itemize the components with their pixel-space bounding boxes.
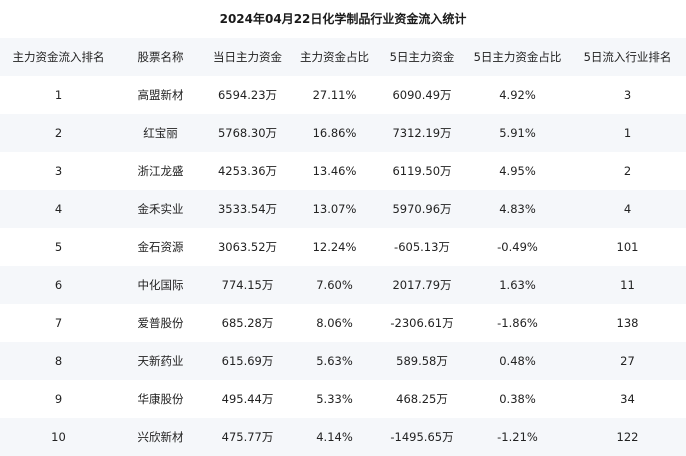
table-header: 主力资金流入排名 股票名称 当日主力资金 主力资金占比 5日主力资金 5日主力资… — [0, 38, 686, 76]
table-row: 4 金禾实业 3533.54万 13.07% 5970.96万 4.83% 4 — [0, 190, 686, 228]
cell-5day-fund-ratio: 0.38% — [499, 392, 536, 406]
cell-stock-name: 浙江龙盛 — [137, 164, 184, 178]
table-row: 1 高盟新材 6594.23万 27.11% 6090.49万 4.92% 3 — [0, 76, 686, 114]
header-5day-fund-ratio: 5日主力资金占比 — [473, 50, 562, 64]
cell-stock-name: 天新药业 — [137, 354, 184, 368]
cell-main-fund-ratio: 16.86% — [312, 126, 357, 140]
cell-daily-main-fund: 5768.30万 — [217, 126, 278, 140]
cell-stock-name: 爱普股份 — [137, 316, 184, 330]
cell-5day-fund-ratio: -1.86% — [497, 316, 538, 330]
cell-rank: 9 — [54, 392, 63, 406]
cell-main-fund-ratio: 7.60% — [316, 278, 353, 292]
cell-5day-industry-rank: 2 — [623, 164, 632, 178]
cell-daily-main-fund: 6594.23万 — [217, 88, 278, 102]
page-title: 2024年04月22日化学制品行业资金流入统计 — [219, 12, 467, 26]
cell-rank: 4 — [54, 202, 63, 216]
cell-main-fund-ratio: 13.07% — [312, 202, 357, 216]
cell-5day-industry-rank: 11 — [620, 278, 635, 292]
cell-rank: 8 — [54, 354, 63, 368]
cell-main-fund-ratio: 5.63% — [316, 354, 353, 368]
cell-rank: 6 — [54, 278, 63, 292]
cell-5day-fund-ratio: 4.83% — [499, 202, 536, 216]
header-5day-industry-rank: 5日流入行业排名 — [583, 50, 672, 64]
table-row: 2 红宝丽 5768.30万 16.86% 7312.19万 5.91% 1 — [0, 114, 686, 152]
table-row: 6 中化国际 774.15万 7.60% 2017.79万 1.63% 11 — [0, 266, 686, 304]
cell-5day-industry-rank: 122 — [616, 430, 639, 444]
cell-stock-name: 兴欣新材 — [137, 430, 184, 444]
cell-5day-fund-ratio: -0.49% — [497, 240, 538, 254]
cell-daily-main-fund: 685.28万 — [221, 316, 274, 330]
fund-flow-table: 主力资金流入排名 股票名称 当日主力资金 主力资金占比 5日主力资金 5日主力资… — [0, 38, 686, 456]
cell-rank: 1 — [54, 88, 63, 102]
cell-5day-main-fund: -605.13万 — [394, 240, 450, 254]
cell-5day-industry-rank: 34 — [620, 392, 635, 406]
cell-daily-main-fund: 4253.36万 — [217, 164, 278, 178]
table-row: 9 华康股份 495.44万 5.33% 468.25万 0.38% 34 — [0, 380, 686, 418]
cell-5day-industry-rank: 27 — [620, 354, 635, 368]
cell-5day-main-fund: 6090.49万 — [392, 88, 452, 102]
cell-stock-name: 华康股份 — [137, 392, 184, 406]
cell-main-fund-ratio: 5.33% — [316, 392, 353, 406]
table-row: 10 兴欣新材 475.77万 4.14% -1495.65万 -1.21% 122 — [0, 418, 686, 456]
cell-rank: 10 — [51, 430, 66, 444]
table-row: 8 天新药业 615.69万 5.63% 589.58万 0.48% 27 — [0, 342, 686, 380]
table-row: 7 爱普股份 685.28万 8.06% -2306.61万 -1.86% 138 — [0, 304, 686, 342]
cell-5day-main-fund: 589.58万 — [396, 354, 448, 368]
table-row: 5 金石资源 3063.52万 12.24% -605.13万 -0.49% 101 — [0, 228, 686, 266]
cell-stock-name: 高盟新材 — [137, 88, 184, 102]
cell-main-fund-ratio: 4.14% — [316, 430, 353, 444]
cell-5day-fund-ratio: 0.48% — [499, 354, 536, 368]
cell-rank: 7 — [54, 316, 63, 330]
cell-stock-name: 金石资源 — [137, 240, 184, 254]
cell-rank: 2 — [54, 126, 63, 140]
cell-5day-fund-ratio: 5.91% — [499, 126, 536, 140]
cell-5day-industry-rank: 138 — [616, 316, 639, 330]
cell-5day-industry-rank: 1 — [623, 126, 632, 140]
cell-rank: 3 — [54, 164, 63, 178]
header-daily-main-fund: 当日主力资金 — [213, 50, 282, 64]
cell-5day-main-fund: 7312.19万 — [392, 126, 452, 140]
cell-5day-main-fund: 2017.79万 — [392, 278, 452, 292]
cell-5day-main-fund: 5970.96万 — [392, 202, 452, 216]
cell-daily-main-fund: 3063.52万 — [217, 240, 278, 254]
table-row: 3 浙江龙盛 4253.36万 13.46% 6119.50万 4.95% 2 — [0, 152, 686, 190]
cell-main-fund-ratio: 27.11% — [312, 88, 357, 102]
header-row: 主力资金流入排名 股票名称 当日主力资金 主力资金占比 5日主力资金 5日主力资… — [0, 38, 686, 76]
cell-stock-name: 金禾实业 — [137, 202, 184, 216]
cell-5day-main-fund: 6119.50万 — [392, 164, 452, 178]
header-5day-main-fund: 5日主力资金 — [389, 50, 455, 64]
cell-5day-fund-ratio: 1.63% — [499, 278, 536, 292]
cell-5day-industry-rank: 101 — [616, 240, 639, 254]
header-stock-name: 股票名称 — [137, 50, 184, 64]
cell-5day-industry-rank: 4 — [623, 202, 632, 216]
cell-5day-main-fund: -1495.65万 — [390, 430, 454, 444]
cell-rank: 5 — [54, 240, 63, 254]
cell-daily-main-fund: 495.44万 — [221, 392, 274, 406]
cell-stock-name: 红宝丽 — [143, 126, 178, 140]
cell-5day-fund-ratio: 4.92% — [499, 88, 536, 102]
cell-5day-fund-ratio: 4.95% — [499, 164, 536, 178]
cell-main-fund-ratio: 13.46% — [312, 164, 357, 178]
cell-5day-industry-rank: 3 — [623, 88, 632, 102]
cell-main-fund-ratio: 8.06% — [316, 316, 353, 330]
header-rank: 主力资金流入排名 — [12, 50, 105, 64]
cell-main-fund-ratio: 12.24% — [312, 240, 357, 254]
table-body: 1 高盟新材 6594.23万 27.11% 6090.49万 4.92% 3 2 红宝丽 576… — [0, 76, 686, 456]
cell-daily-main-fund: 774.15万 — [221, 278, 274, 292]
cell-daily-main-fund: 615.69万 — [221, 354, 274, 368]
cell-stock-name: 中化国际 — [137, 278, 184, 292]
cell-5day-main-fund: -2306.61万 — [390, 316, 454, 330]
header-main-fund-ratio: 主力资金占比 — [300, 50, 369, 64]
cell-5day-fund-ratio: -1.21% — [497, 430, 538, 444]
cell-daily-main-fund: 475.77万 — [221, 430, 274, 444]
cell-5day-main-fund: 468.25万 — [396, 392, 448, 406]
cell-daily-main-fund: 3533.54万 — [217, 202, 278, 216]
